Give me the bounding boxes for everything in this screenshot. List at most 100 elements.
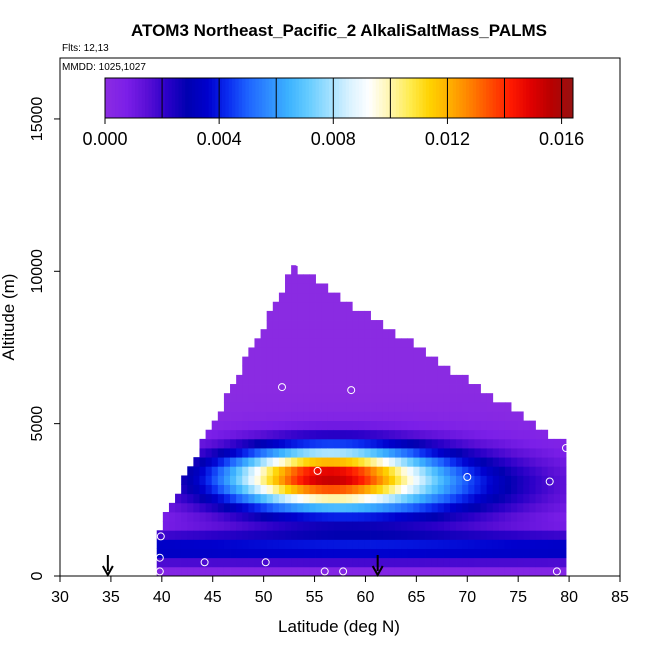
heatmap-cell	[407, 438, 414, 449]
heatmap-cell	[266, 457, 274, 467]
heatmap-cell	[211, 539, 219, 549]
heatmap-cell	[553, 502, 561, 513]
heatmap-cell	[230, 548, 237, 559]
heatmap-cell	[303, 320, 310, 330]
heatmap-cell	[223, 393, 231, 403]
heatmap-cell	[413, 493, 420, 504]
y-tick-label: 10000	[29, 249, 46, 294]
heatmap-cell	[364, 557, 371, 568]
heatmap-cell	[431, 411, 439, 421]
heatmap-cell	[517, 438, 524, 449]
heatmap-cell	[419, 502, 426, 513]
heatmap-cell	[480, 438, 488, 449]
heatmap-cell	[388, 521, 396, 531]
colorbar-swatch	[151, 78, 156, 118]
heatmap-cell	[291, 265, 298, 275]
heatmap-cell	[541, 512, 549, 522]
heatmap-cell	[248, 457, 255, 467]
heatmap-cell	[517, 466, 524, 476]
heatmap-cell	[254, 475, 261, 485]
heatmap-cell	[278, 411, 286, 421]
heatmap-cell	[291, 301, 298, 312]
heatmap-cell	[242, 356, 249, 367]
heatmap-cell	[480, 557, 488, 568]
heatmap-cell	[236, 548, 243, 559]
colorbar-swatch	[312, 78, 317, 118]
heatmap-cell	[297, 365, 304, 376]
heatmap-cell	[529, 493, 536, 504]
colorbar-swatch	[131, 78, 136, 118]
heatmap-cell	[419, 448, 426, 458]
heatmap-cell	[394, 374, 402, 385]
heatmap-cell	[272, 438, 280, 449]
x-tick-label: 60	[357, 589, 375, 606]
colorbar-swatch	[318, 78, 323, 118]
heatmap-cell	[504, 429, 512, 440]
heatmap-cell	[370, 502, 378, 513]
heatmap-cell	[254, 493, 261, 504]
heatmap-cell	[254, 484, 261, 495]
heatmap-cell	[462, 548, 469, 559]
heatmap-cell	[425, 438, 433, 449]
colorbar-swatch	[285, 78, 290, 118]
heatmap-cell	[236, 457, 243, 467]
heatmap-cell	[443, 457, 451, 467]
heatmap-cell	[529, 466, 536, 476]
heatmap-cell	[297, 384, 304, 394]
colorbar-swatch	[569, 78, 574, 118]
heatmap-cell	[266, 393, 274, 403]
heatmap-cell	[358, 557, 365, 568]
heatmap-cell	[285, 384, 292, 394]
heatmap-cell	[303, 329, 310, 339]
heatmap-cell	[315, 548, 323, 559]
heatmap-cell	[437, 448, 445, 458]
heatmap-cell	[278, 566, 286, 577]
heatmap-cell	[315, 475, 323, 485]
heatmap-cell	[431, 374, 439, 385]
colorbar-swatch	[215, 78, 220, 118]
heatmap-cell	[285, 475, 292, 485]
heatmap-cell	[248, 393, 255, 403]
heatmap-cell	[340, 539, 347, 549]
heatmap-cell	[480, 530, 488, 540]
heatmap-cell	[175, 530, 182, 540]
heatmap-cell	[260, 448, 268, 458]
heatmap-cell	[168, 502, 176, 513]
heatmap-cell	[254, 402, 261, 412]
heatmap-cell	[437, 438, 445, 449]
heatmap-cell	[535, 493, 542, 504]
heatmap-cell	[553, 530, 561, 540]
heatmap-cell	[407, 484, 414, 495]
heatmap-cell	[486, 512, 494, 522]
colorbar-swatch	[342, 78, 347, 118]
heatmap-cell	[425, 429, 433, 440]
heatmap-cell	[431, 402, 439, 412]
heatmap-cell	[407, 530, 414, 540]
heatmap-cell	[382, 365, 390, 376]
heatmap-cell	[425, 539, 433, 549]
heatmap-cell	[376, 411, 384, 421]
colorbar-swatch	[429, 78, 434, 118]
heatmap-cell	[462, 521, 469, 531]
heatmap-cell	[217, 566, 225, 577]
heatmap-cell	[401, 457, 408, 467]
heatmap-cell	[266, 493, 274, 504]
heatmap-cell	[401, 347, 408, 358]
heatmap-cell	[364, 393, 371, 403]
x-tick-label: 50	[255, 589, 273, 606]
heatmap-cell	[333, 530, 341, 540]
heatmap-cell	[462, 466, 469, 476]
heatmap-cell	[187, 521, 194, 531]
heatmap-cell	[315, 384, 323, 394]
heatmap-cell	[333, 438, 341, 449]
heatmap-cell	[431, 502, 439, 513]
heatmap-cell	[517, 557, 524, 568]
heatmap-cell	[285, 448, 292, 458]
heatmap-cell	[340, 466, 347, 476]
heatmap-cell	[211, 502, 219, 513]
heatmap-cell	[492, 493, 500, 504]
heatmap-cell	[419, 374, 426, 385]
colorbar-swatch	[115, 78, 119, 118]
sample-point	[320, 567, 329, 576]
heatmap-cell	[413, 502, 420, 513]
